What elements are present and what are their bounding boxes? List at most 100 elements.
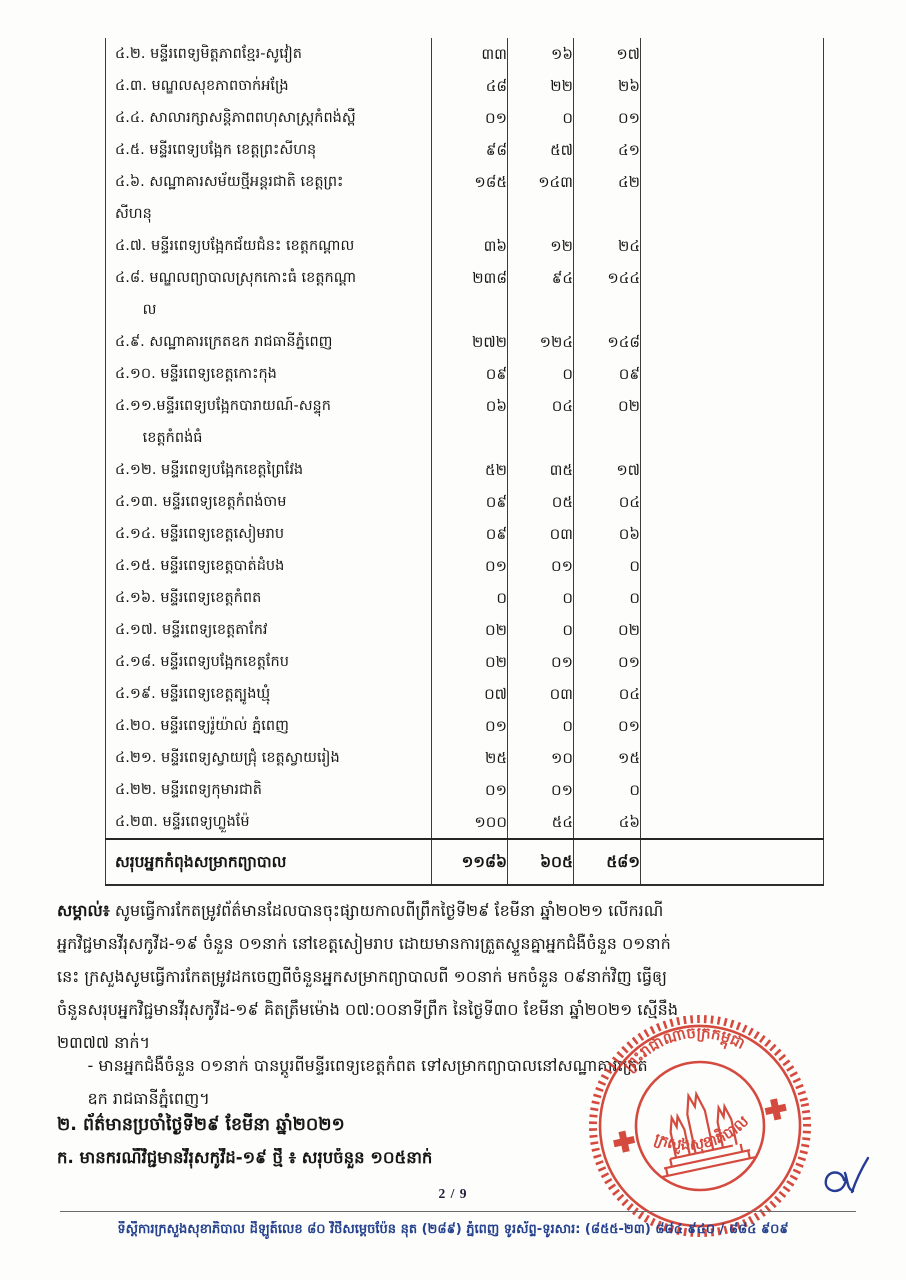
count-col3: ០២: [573, 390, 641, 454]
remark-label: សម្គាល់៖: [57, 901, 110, 920]
facility-name: ៤.១១.មន្ទីរពេទ្យបង្អែកបារាយណ៍-សន្ទុក ខេត…: [106, 390, 432, 454]
facility-name: ៤.១៣. មន្ទីរពេទ្យខេត្តកំពង់ចាម: [106, 486, 432, 518]
facility-name-line: ខេត្តកំពង់ធំ: [115, 430, 203, 446]
footer-address: ទីស្តីការក្រសួងសុខាភិបាល ដីឡូត៍លេខ ៨០ វិ…: [117, 1222, 789, 1237]
count-col2: ០: [507, 102, 574, 134]
count-col2: ០១: [507, 646, 574, 678]
empty-cell: [640, 326, 824, 358]
count-col3: ១៤៨: [573, 326, 641, 358]
facility-name: ៤.៤. សាលារក្សាសន្តិភាពពហុសាស្ត្រកំពង់ស្ព…: [106, 102, 432, 134]
table-total-row: សរុបអ្នកកំពុងសម្រាកព្យាបាល ១១៨៦ ៦០៥ ៥៨១: [105, 838, 824, 885]
facility-name-line: សីហនុ: [115, 206, 152, 222]
facility-name: ៤.២២. មន្ទីរពេទ្យកុមារជាតិ: [106, 774, 432, 806]
count-col3: ១៧: [573, 38, 641, 70]
remark-line: ចំនួនសរុបអ្នកវិជ្ជមានវីរុសកូវីដ-១៩ គិតត្…: [57, 1000, 678, 1019]
facility-name-line: ៤.១១.មន្ទីរពេទ្យបង្អែកបារាយណ៍-សន្ទុក: [115, 398, 331, 414]
transfer-note-line: ឧក រាជធានីភ្នំពេញ។: [57, 1089, 210, 1108]
count-col3: ២៤: [573, 230, 641, 262]
facility-name-line: ៤.៨. មណ្ឌលព្យាបាលស្រុកកោះធំ ខេត្តកណ្តា: [115, 270, 357, 286]
facility-name-line: ៤.៤. សាលារក្សាសន្តិភាពពហុសាស្ត្រកំពង់ស្ព…: [115, 110, 356, 126]
empty-cell: [640, 550, 824, 582]
count-col1: ០១: [431, 710, 508, 742]
facility-name: ៤.២០. មន្ទីរពេទ្យរ៉ូយ៉ាល់ ភ្នំពេញ: [106, 710, 432, 742]
facility-name-line: ៤.២២. មន្ទីរពេទ្យកុមារជាតិ: [115, 782, 263, 798]
remark-line: សូមធ្វើការកែតម្រូវព័ត៌មានដែលបានចុះផ្សាយក…: [109, 901, 664, 920]
count-col1: ៣៣: [431, 38, 508, 70]
count-col3: ៤១: [573, 134, 641, 166]
count-col3: ០១: [573, 646, 641, 678]
total-col1: ១១៨៦: [431, 838, 508, 885]
count-col2: ០: [507, 582, 574, 614]
count-col1: ០២: [431, 614, 508, 646]
facility-name-line: ៤.២. មន្ទីរពេទ្យមិត្តភាពខ្មែរ-សូវៀត: [115, 46, 302, 62]
table-row: ៤.៩. សណ្ឋាគារក្រេតឧក រាជធានីភ្នំពេញ ២៧២ …: [106, 326, 824, 358]
count-col3: ០២: [573, 614, 641, 646]
table-row: ៤.៨. មណ្ឌលព្យាបាលស្រុកកោះធំ ខេត្តកណ្តា ល…: [106, 262, 824, 326]
count-col1: ០៩: [431, 518, 508, 550]
facility-name: ៤.៨. មណ្ឌលព្យាបាលស្រុកកោះធំ ខេត្តកណ្តា ល: [106, 262, 432, 326]
remark-paragraph: សម្គាល់៖ សូមធ្វើការកែតម្រូវព័ត៌មានដែលបាន…: [57, 894, 853, 1059]
transfer-note-line: - មានអ្នកជំងឺចំនួន ០១នាក់ បានប្តូរពីមន្ទ…: [57, 1056, 648, 1075]
table-row: ៤.១០. មន្ទីរពេទ្យខេត្តកោះកុង ០៩ ០ ០៩: [106, 358, 824, 390]
count-col3: ១៥: [573, 742, 641, 774]
count-col2: ០: [507, 710, 574, 742]
facility-name-line: ៤.៣. មណ្ឌលសុខភាពចាក់អង្រែ: [115, 78, 289, 94]
empty-cell: [640, 262, 824, 326]
count-col3: ០: [573, 774, 641, 806]
count-col3: ១៧: [573, 454, 641, 486]
facility-name: ៤.៥. មន្ទីរពេទ្យបង្អែក ខេត្តព្រះសីហនុ: [106, 134, 432, 166]
total-col2: ៦០៥: [507, 838, 574, 885]
empty-cell: [640, 230, 824, 262]
empty-cell: [640, 614, 824, 646]
count-col3: ០១: [573, 710, 641, 742]
table-row: ៤.២១. មន្ទីរពេទ្យស្វាយជ្រុំ ខេត្តស្វាយរៀ…: [106, 742, 824, 774]
section-heading-new-cases: ក. មានករណីវិជ្ជមានវីរុសកូវីដ-១៩ ថ្មី ៖ ស…: [57, 1148, 433, 1167]
count-col2: ២២: [507, 70, 574, 102]
facility-name-line: ល: [115, 302, 157, 318]
facility-name: ៤.៧. មន្ទីរពេទ្យបង្អែកជ័យជំនះ ខេត្តកណ្តា…: [106, 230, 432, 262]
remark-line: នេះ ក្រសួងសូមធ្វើការកែតម្រូវដកចេញពីចំនួន…: [57, 967, 667, 986]
count-col1: ០៦: [431, 390, 508, 454]
facility-name-line: ៤.១៩. មន្ទីរពេទ្យខេត្តត្បូងឃ្មុំ: [115, 686, 271, 702]
count-col3: ០៤: [573, 678, 641, 710]
facility-name: ៤.១៧. មន្ទីរពេទ្យខេត្តតាកែវ: [106, 614, 432, 646]
count-col2: ០: [507, 614, 574, 646]
empty-cell: [640, 454, 824, 486]
facility-name-line: ៤.១៨. មន្ទីរពេទ្យបង្អែកខេត្តកែប: [115, 654, 289, 670]
count-col2: ៩៤: [507, 262, 574, 326]
facility-name-line: ៤.១៧. មន្ទីរពេទ្យខេត្តតាកែវ: [115, 622, 268, 638]
table-row: ៤.១៤. មន្ទីរពេទ្យខេត្តសៀមរាប ០៩ ០៣ ០៦: [106, 518, 824, 550]
table-row: ៤.២៣. មន្ទីរពេទ្យហ្លួងម៉ែ ១០០ ៥៤ ៤៦: [106, 806, 824, 839]
empty-cell: [640, 774, 824, 806]
facility-name: ៤.១២. មន្ទីរពេទ្យបង្អែកខេត្តព្រៃវែង: [106, 454, 432, 486]
empty-cell: [640, 166, 824, 230]
count-col3: ០៩: [573, 358, 641, 390]
table-row: ៤.៣. មណ្ឌលសុខភាពចាក់អង្រែ ៤៨ ២២ ២៦: [106, 70, 824, 102]
empty-cell: [640, 358, 824, 390]
count-col2: ៥៤: [507, 806, 574, 839]
count-col2: ១២: [507, 230, 574, 262]
count-col2: ១៦: [507, 38, 574, 70]
count-col1: ០: [431, 582, 508, 614]
table-row: ៤.១៩. មន្ទីរពេទ្យខេត្តត្បូងឃ្មុំ ០៧ ០៣ ០…: [106, 678, 824, 710]
facility-name-line: ៤.១២. មន្ទីរពេទ្យបង្អែកខេត្តព្រៃវែង: [115, 462, 304, 478]
facility-name-line: ៤.១៤. មន្ទីរពេទ្យខេត្តសៀមរាប: [115, 526, 285, 542]
empty-cell: [640, 134, 824, 166]
count-col2: ៣៥: [507, 454, 574, 486]
facility-name-line: ៤.២១. មន្ទីរពេទ្យស្វាយជ្រុំ ខេត្តស្វាយរៀ…: [115, 750, 340, 766]
count-col1: ៩៨: [431, 134, 508, 166]
count-col3: ៤២: [573, 166, 641, 230]
count-col1: ០៧: [431, 678, 508, 710]
count-col1: ៣៦: [431, 230, 508, 262]
facility-name-line: ៤.៦. សណ្ឋាគារសម័យថ្មីអន្តរជាតិ ខេត្តព្រះ: [115, 174, 344, 190]
facility-name: ៤.៩. សណ្ឋាគារក្រេតឧក រាជធានីភ្នំពេញ: [106, 326, 432, 358]
facility-name: ៤.៣. មណ្ឌលសុខភាពចាក់អង្រែ: [106, 70, 432, 102]
count-col2: ០៣: [507, 518, 574, 550]
empty-cell: [640, 518, 824, 550]
facility-name-line: ៤.១៦. មន្ទីរពេទ្យខេត្តកំពត: [115, 590, 262, 606]
facility-name-line: ៤.៧. មន្ទីរពេទ្យបង្អែកជ័យជំនះ ខេត្តកណ្តា…: [115, 238, 355, 254]
empty-cell: [640, 838, 824, 885]
count-col3: ០៤: [573, 486, 641, 518]
count-col1: ២៥: [431, 742, 508, 774]
table-row: ៤.៥. មន្ទីរពេទ្យបង្អែក ខេត្តព្រះសីហនុ ៩៨…: [106, 134, 824, 166]
